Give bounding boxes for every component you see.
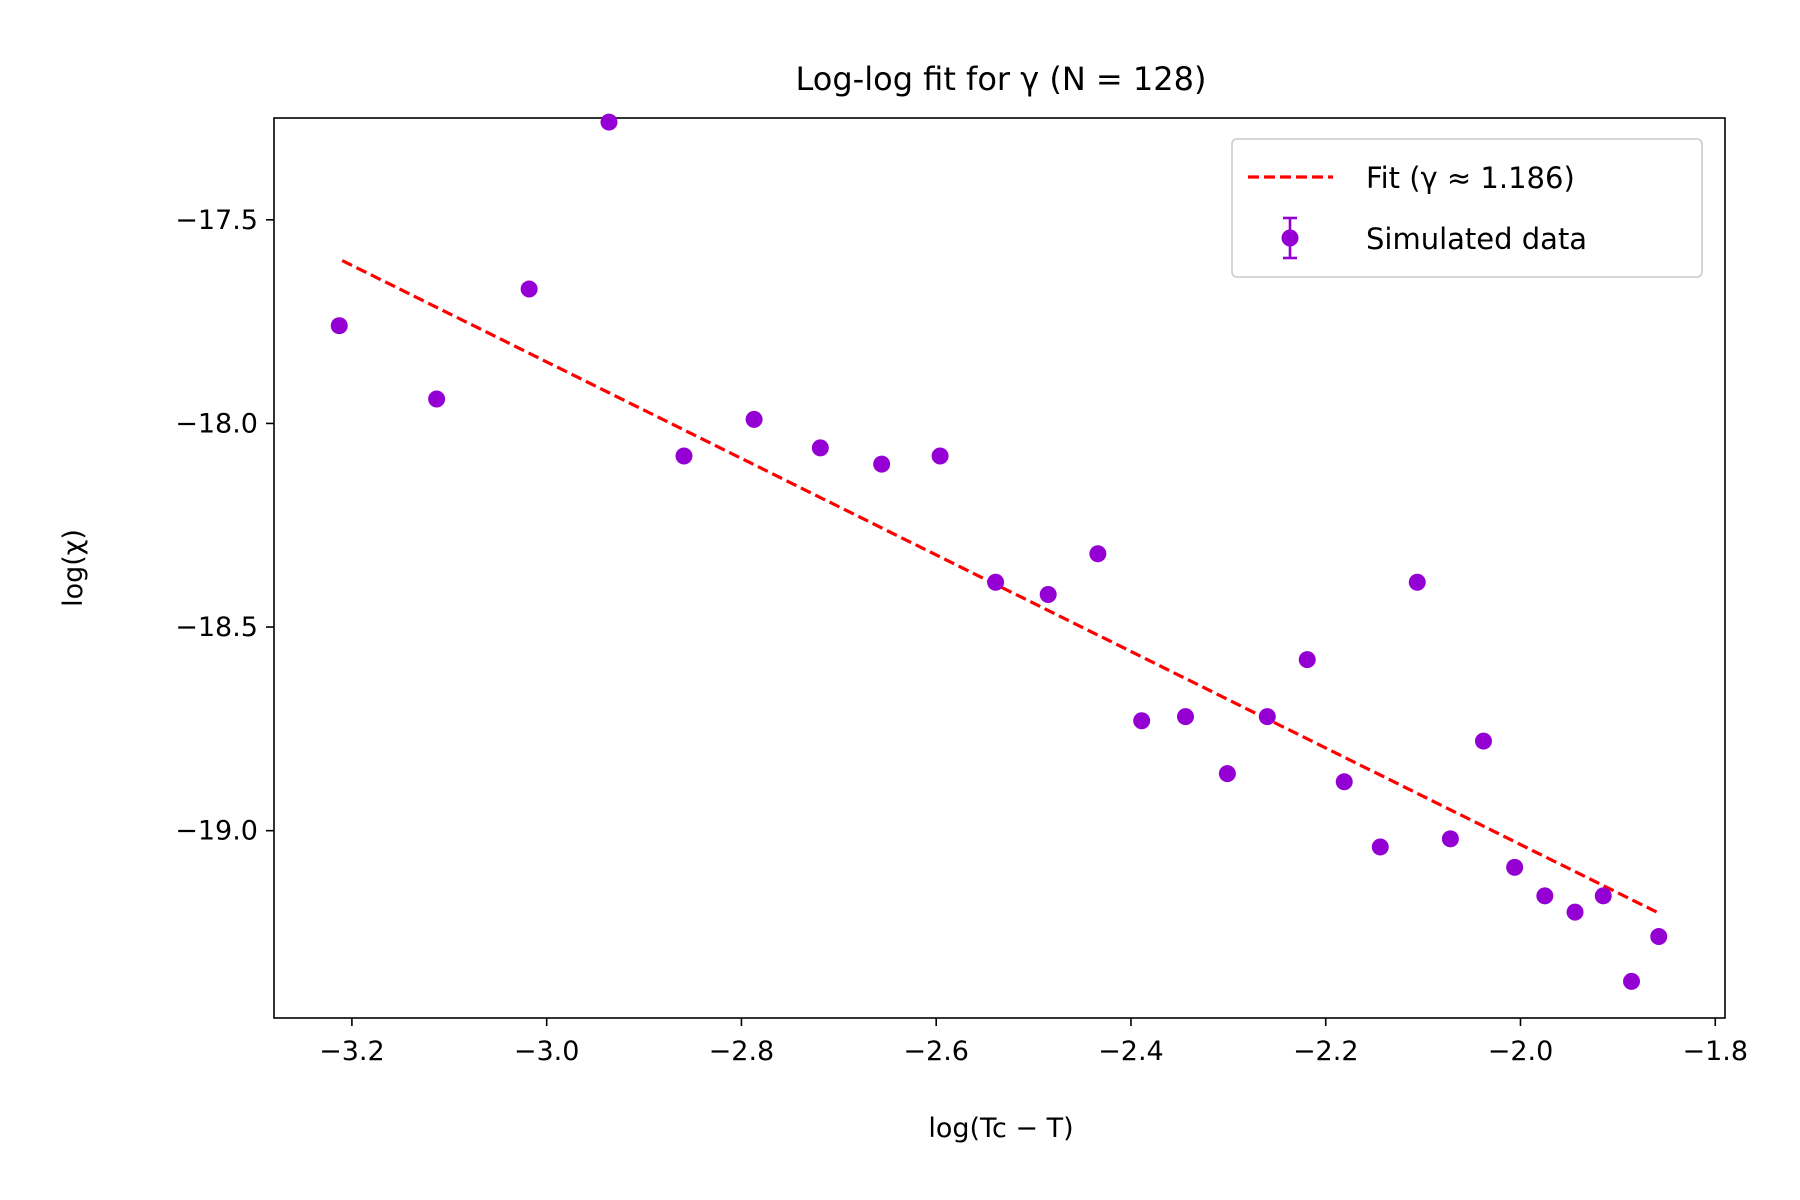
y-axis-label: log(χ) [58, 529, 89, 607]
data-marker [745, 410, 763, 428]
data-marker [330, 317, 348, 335]
data-point [1594, 887, 1612, 905]
data-marker [1441, 830, 1459, 848]
legend-fit-label: Fit (γ ≈ 1.186) [1366, 161, 1575, 195]
x-axis-label: log(Tc − T) [928, 1113, 1073, 1144]
legend-data-label: Simulated data [1366, 222, 1587, 256]
x-tick-label: −2.0 [1488, 1036, 1554, 1067]
fit-line [341, 259, 1658, 914]
x-tick-label: −2.6 [903, 1036, 969, 1067]
data-point [1177, 708, 1195, 726]
data-marker [1506, 858, 1524, 876]
data-point [1089, 545, 1107, 563]
data-marker [1408, 573, 1426, 591]
data-point [745, 410, 763, 428]
data-marker [1335, 773, 1353, 791]
data-marker [873, 455, 891, 473]
x-axis-ticks: −3.2 −3.0 −2.8 −2.6 −2.4 −2.2 −2.0 −1.8 [319, 1018, 1748, 1067]
simulated-data-series [330, 113, 1668, 990]
y-tick-label: −17.5 [175, 205, 258, 236]
data-marker [1039, 585, 1057, 603]
data-marker [428, 390, 446, 408]
y-tick-label: −19.0 [175, 816, 258, 847]
fit-line-series [341, 259, 1658, 914]
legend-data-swatch [1281, 216, 1299, 260]
y-axis-ticks: −17.5 −18.0 −18.5 −19.0 [175, 205, 274, 847]
x-tick-label: −2.8 [709, 1036, 775, 1067]
data-marker [1566, 903, 1584, 921]
x-tick-label: −1.8 [1682, 1036, 1748, 1067]
data-point [520, 280, 538, 298]
x-tick-label: −3.0 [514, 1036, 580, 1067]
data-point [931, 447, 949, 465]
data-point [1371, 838, 1389, 856]
data-point [873, 455, 891, 473]
data-marker [1258, 708, 1276, 726]
data-marker [600, 113, 618, 131]
data-point [1536, 887, 1554, 905]
data-point [1474, 732, 1492, 750]
legend: Fit (γ ≈ 1.186) Simulated data [1231, 138, 1703, 278]
plot-area [273, 117, 1726, 1019]
data-point [1298, 651, 1316, 669]
data-marker [1650, 928, 1668, 946]
x-tick-label: −2.2 [1293, 1036, 1359, 1067]
data-point [428, 390, 446, 408]
data-point [675, 447, 693, 465]
data-marker [1623, 972, 1641, 990]
data-marker [1218, 765, 1236, 783]
x-tick-label: −3.2 [319, 1036, 385, 1067]
data-marker [1371, 838, 1389, 856]
data-marker [1133, 712, 1151, 730]
data-marker [1536, 887, 1554, 905]
data-marker [1594, 887, 1612, 905]
data-marker [987, 573, 1005, 591]
data-point [1039, 585, 1057, 603]
y-tick-label: −18.5 [175, 612, 258, 643]
data-point [1566, 903, 1584, 921]
chart-title: Log-log fit for γ (N = 128) [796, 60, 1207, 98]
data-point [1506, 858, 1524, 876]
data-point [600, 113, 618, 131]
legend-frame [1231, 138, 1703, 278]
x-tick-label: −2.4 [1098, 1036, 1164, 1067]
data-marker [1177, 708, 1195, 726]
data-point [987, 573, 1005, 591]
axes-frame [273, 117, 1726, 1019]
data-marker [1474, 732, 1492, 750]
data-point [1441, 830, 1459, 848]
data-marker [1298, 651, 1316, 669]
y-tick-label: −18.0 [175, 408, 258, 439]
data-point [1650, 928, 1668, 946]
data-point [1133, 712, 1151, 730]
data-point [330, 317, 348, 335]
data-point [1408, 573, 1426, 591]
data-marker [520, 280, 538, 298]
data-point [1218, 765, 1236, 783]
data-point [811, 439, 829, 457]
data-point [1258, 708, 1276, 726]
data-point [1335, 773, 1353, 791]
data-point [1623, 972, 1641, 990]
data-marker [931, 447, 949, 465]
data-marker [1089, 545, 1107, 563]
data-marker [811, 439, 829, 457]
data-marker [675, 447, 693, 465]
